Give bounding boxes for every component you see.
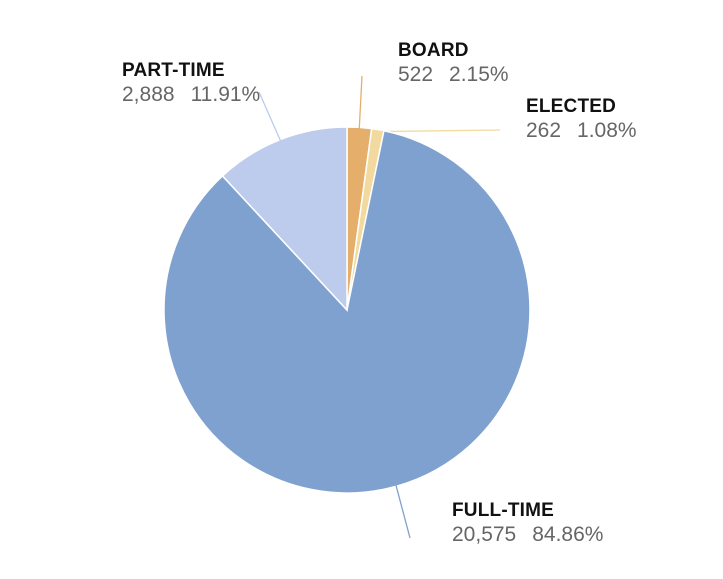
leader-line-board bbox=[358, 75, 363, 130]
slice-category-board: BOARD bbox=[398, 40, 469, 61]
slice-values-board: 522 2.15% bbox=[398, 63, 509, 87]
slice-value-board: 522 bbox=[398, 63, 434, 86]
slice-label-full-time: FULL-TIME 20,575 84.86% bbox=[452, 500, 603, 547]
slice-value-elected: 262 bbox=[526, 119, 562, 142]
slice-percent-part-time: 11.91% bbox=[190, 83, 261, 106]
slice-values-part-time: 2,888 11.91% bbox=[122, 83, 260, 107]
slice-value-part-time: 2,888 bbox=[122, 83, 175, 106]
slice-label-board: BOARD 522 2.15% bbox=[398, 40, 509, 87]
slice-values-full-time: 20,575 84.86% bbox=[452, 523, 603, 547]
slice-category-elected: ELECTED bbox=[526, 96, 617, 117]
slice-category-part-time: PART-TIME bbox=[122, 60, 225, 81]
slice-label-elected: ELECTED 262 1.08% bbox=[526, 96, 637, 143]
slice-values-elected: 262 1.08% bbox=[526, 119, 637, 143]
slice-percent-board: 2.15% bbox=[449, 63, 509, 86]
slice-category-full-time: FULL-TIME bbox=[452, 500, 555, 521]
slice-percent-elected: 1.08% bbox=[577, 119, 637, 142]
slice-label-part-time: PART-TIME 2,888 11.91% bbox=[122, 60, 260, 107]
leader-line-part-time bbox=[258, 91, 282, 142]
slice-percent-full-time: 84.86% bbox=[532, 523, 604, 546]
leader-line-elected bbox=[377, 129, 501, 133]
slice-value-full-time: 20,575 bbox=[452, 523, 517, 546]
leader-line-full-time bbox=[395, 484, 411, 539]
